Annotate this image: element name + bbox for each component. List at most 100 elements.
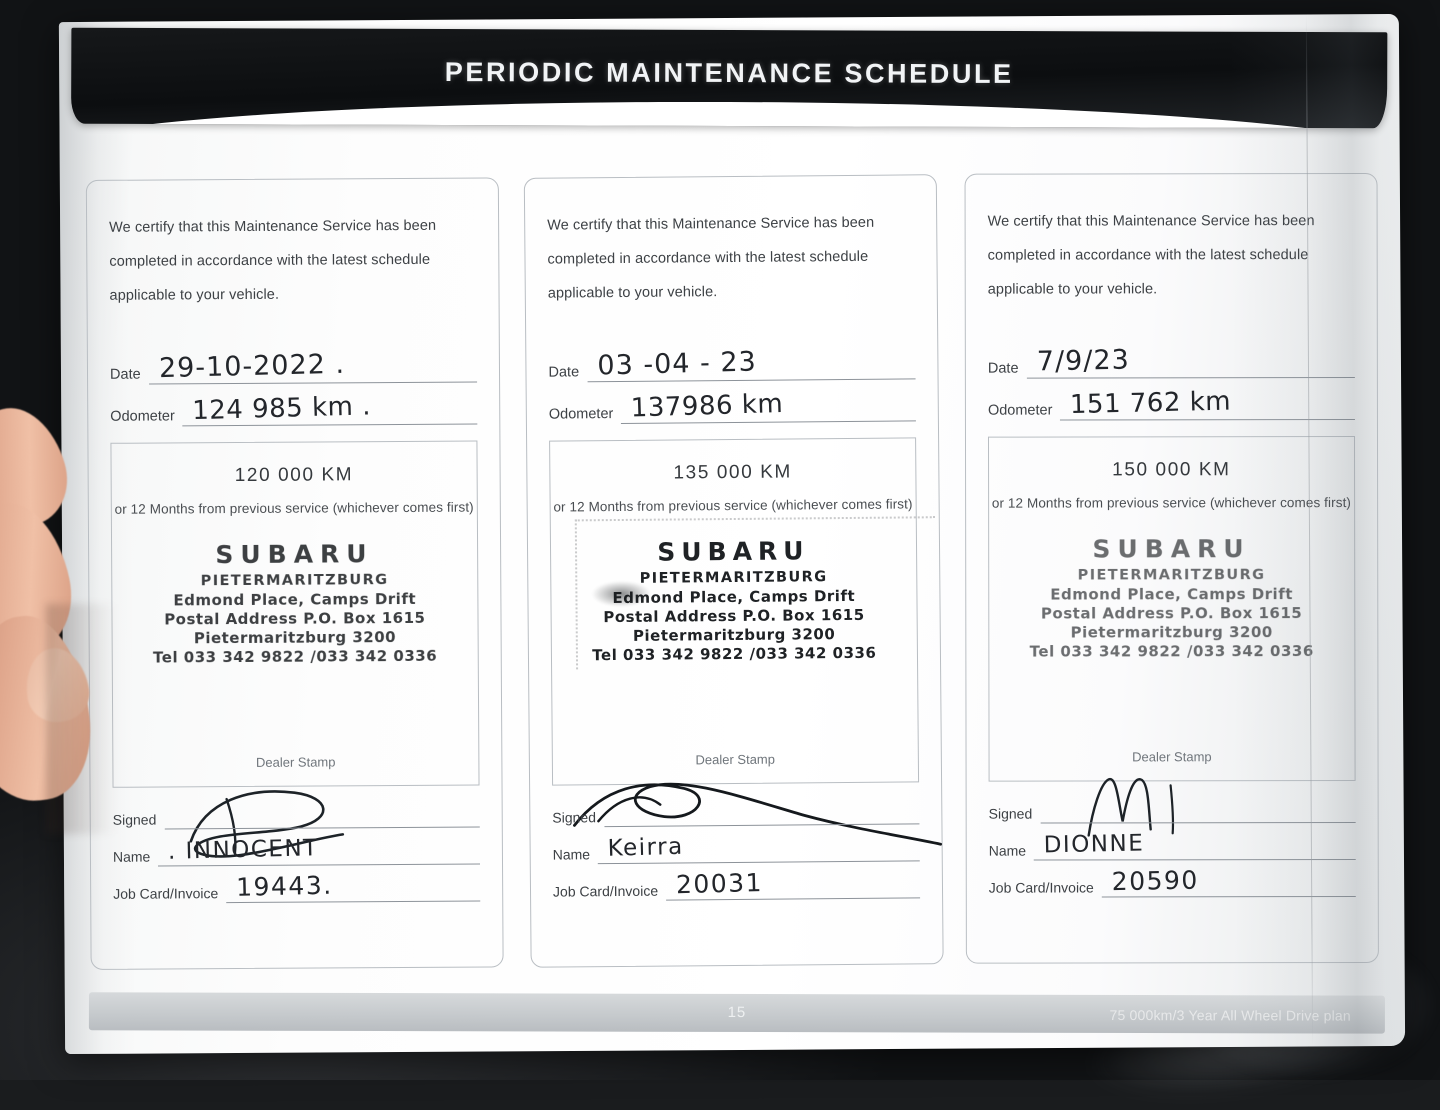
job-card-row[interactable]: Job Card/Invoice 20590 — [989, 866, 1356, 898]
header-band: PERIODIC MAINTENANCE SCHEDULE — [71, 27, 1388, 129]
name-label: Name — [112, 848, 151, 865]
signature-block-3: Signed Name DIONNE Job Card/Invoice 2059… — [989, 778, 1356, 898]
service-panel-2: We certify that this Maintenance Service… — [523, 174, 944, 968]
service-panel-1: We certify that this Maintenance Service… — [85, 177, 504, 970]
odometer-field-row[interactable]: Odometer 124 985 km . — [110, 392, 477, 427]
stamp-brand: SUBARU — [1092, 534, 1252, 564]
odometer-field-row[interactable]: Odometer 151 762 km — [988, 387, 1355, 421]
signature-block-2: Signed Name Keirra Job Card/Invoice 2003… — [551, 782, 942, 902]
signed-input[interactable] — [164, 803, 480, 830]
stamp-box-2: 135 000 KM or 12 Months from previous se… — [548, 437, 936, 786]
signed-row[interactable]: Signed — [112, 803, 480, 830]
panel-3-fields: Date 7/9/23 Odometer 151 762 km — [988, 345, 1355, 421]
odometer-value: 124 985 km . — [192, 391, 372, 427]
odometer-label: Odometer — [548, 406, 614, 423]
job-card-label: Job Card/Invoice — [113, 885, 219, 902]
date-label: Date — [109, 366, 141, 383]
date-input[interactable]: 03 -04 - 23 — [586, 347, 915, 383]
name-input[interactable]: Keirra — [597, 834, 920, 865]
odometer-value: 137986 km — [630, 389, 784, 424]
job-card-value: 20031 — [675, 868, 764, 900]
date-label: Date — [988, 360, 1019, 377]
job-card-row[interactable]: Job Card/Invoice 19443. — [113, 871, 480, 904]
certification-text: We certify that this Maintenance Service… — [109, 217, 437, 304]
service-booklet-page: PERIODIC MAINTENANCE SCHEDULE We certify… — [58, 13, 1406, 1055]
odometer-input[interactable]: 151 762 km — [1060, 387, 1355, 421]
hand-shadow — [46, 604, 116, 834]
date-field-row[interactable]: Date 7/9/23 — [988, 345, 1355, 379]
job-card-input[interactable]: 20031 — [665, 868, 920, 901]
plan-note: 75 000km/3 Year All Wheel Drive plan — [1109, 1006, 1351, 1024]
stamp-tel: Tel 033 342 9822 /033 342 0336 — [1029, 642, 1315, 661]
name-label: Name — [552, 846, 590, 863]
date-value: 29-10-2022 . — [158, 348, 346, 385]
job-card-label: Job Card/Invoice — [552, 882, 658, 900]
stamp-box-1: 120 000 KM or 12 Months from previous se… — [110, 440, 480, 788]
job-card-value: 20590 — [1111, 865, 1200, 897]
dealer-stamp-impression-2: SUBARU PIETERMARITZBURG Edmond Place, Ca… — [551, 535, 917, 666]
stamp-brand: SUBARU — [656, 536, 810, 567]
job-card-input[interactable]: 19443. — [226, 871, 480, 904]
name-input[interactable]: . INNOCENT — [158, 835, 480, 867]
panel-2-fields: Date 03 -04 - 23 Odometer 137986 km — [548, 347, 916, 425]
stamp-brand: SUBARU — [215, 539, 374, 570]
panel-1-fields: Date 29-10-2022 . Odometer 124 985 km . — [109, 349, 477, 427]
odometer-field-row[interactable]: Odometer 137986 km — [548, 389, 916, 425]
dealer-stamp-impression-1: SUBARU PIETERMARITZBURG Edmond Place, Ca… — [112, 538, 477, 669]
signature-block-1: Signed Name . INNOCENT Job Card/Invoice … — [112, 790, 480, 904]
odometer-input[interactable]: 124 985 km . — [182, 392, 477, 427]
name-row[interactable]: Name . INNOCENT — [112, 835, 480, 867]
signed-label: Signed — [551, 809, 596, 826]
stamp-postal: Postal Address P.O. Box 1615 — [602, 605, 865, 627]
service-panel-3: We certify that this Maintenance Service… — [964, 172, 1379, 964]
dealer-stamp-label-1: Dealer Stamp — [255, 754, 336, 771]
stamp-address: Edmond Place, Camps Drift — [1050, 584, 1294, 604]
name-value: DIONNE — [1044, 830, 1146, 859]
stamp-postal-city: Pietermaritzburg 3200 — [193, 628, 397, 648]
hand-holding-booklet — [0, 396, 120, 834]
odometer-value: 151 762 km — [1070, 386, 1233, 421]
dealer-stamp-impression-3: SUBARU PIETERMARITZBURG Edmond Place, Ca… — [990, 533, 1355, 662]
stamp-box-3: 150 000 KM or 12 Months from previous se… — [988, 436, 1356, 782]
stamp-postal: Postal Address P.O. Box 1615 — [164, 608, 426, 629]
date-input[interactable]: 29-10-2022 . — [148, 349, 477, 385]
stamp-tel: Tel 033 342 9822 /033 342 0336 — [152, 647, 438, 667]
name-row[interactable]: Name Keirra — [552, 834, 920, 865]
milestone-1: 120 000 KM — [234, 464, 354, 487]
date-field-row[interactable]: Date 03 -04 - 23 — [548, 347, 915, 383]
milestone-subtext-1: or 12 Months from previous service (whic… — [114, 499, 474, 517]
dealer-stamp-label-2: Dealer Stamp — [695, 751, 775, 768]
signed-input[interactable] — [603, 800, 919, 828]
name-value: . INNOCENT — [167, 835, 320, 865]
job-card-value: 19443. — [235, 870, 334, 903]
date-value: 03 -04 - 23 — [596, 346, 757, 382]
job-card-row[interactable]: Job Card/Invoice 20031 — [552, 868, 920, 902]
stamp-postal-city: Pietermaritzburg 3200 — [1070, 623, 1274, 642]
stamp-city: PIETERMARITZBURG — [200, 572, 389, 590]
signed-row[interactable]: Signed — [989, 799, 1356, 824]
odometer-input[interactable]: 137986 km — [620, 389, 916, 425]
milestone-3: 150 000 KM — [1112, 459, 1231, 481]
date-field-row[interactable]: Date 29-10-2022 . — [109, 349, 477, 385]
stamp-city: PIETERMARITZBURG — [1077, 567, 1266, 584]
name-row[interactable]: Name DIONNE — [989, 831, 1356, 861]
name-input[interactable]: DIONNE — [1034, 831, 1356, 861]
signed-row[interactable]: Signed — [551, 800, 919, 828]
milestone-2: 135 000 KM — [673, 461, 792, 484]
date-value: 7/9/23 — [1036, 344, 1131, 378]
name-label: Name — [989, 842, 1027, 859]
signed-label: Signed — [988, 805, 1033, 822]
signed-label: Signed — [112, 811, 157, 828]
date-input[interactable]: 7/9/23 — [1026, 345, 1355, 379]
name-value: Keirra — [607, 833, 685, 862]
signed-input[interactable] — [1040, 799, 1356, 824]
dealer-stamp-label-3: Dealer Stamp — [1132, 749, 1212, 765]
date-label: Date — [548, 364, 579, 381]
milestone-subtext-3: or 12 Months from previous service (whic… — [992, 495, 1352, 511]
milestone-subtext-2: or 12 Months from previous service (whic… — [553, 496, 913, 515]
stamp-postal: Postal Address P.O. Box 1615 — [1041, 604, 1303, 623]
page-title: PERIODIC MAINTENANCE SCHEDULE — [444, 57, 1014, 90]
service-panels: We certify that this Maintenance Service… — [85, 172, 1381, 970]
job-card-input[interactable]: 20590 — [1102, 866, 1356, 898]
footer-bar: 15 75 000km/3 Year All Wheel Drive plan — [88, 992, 1385, 1034]
